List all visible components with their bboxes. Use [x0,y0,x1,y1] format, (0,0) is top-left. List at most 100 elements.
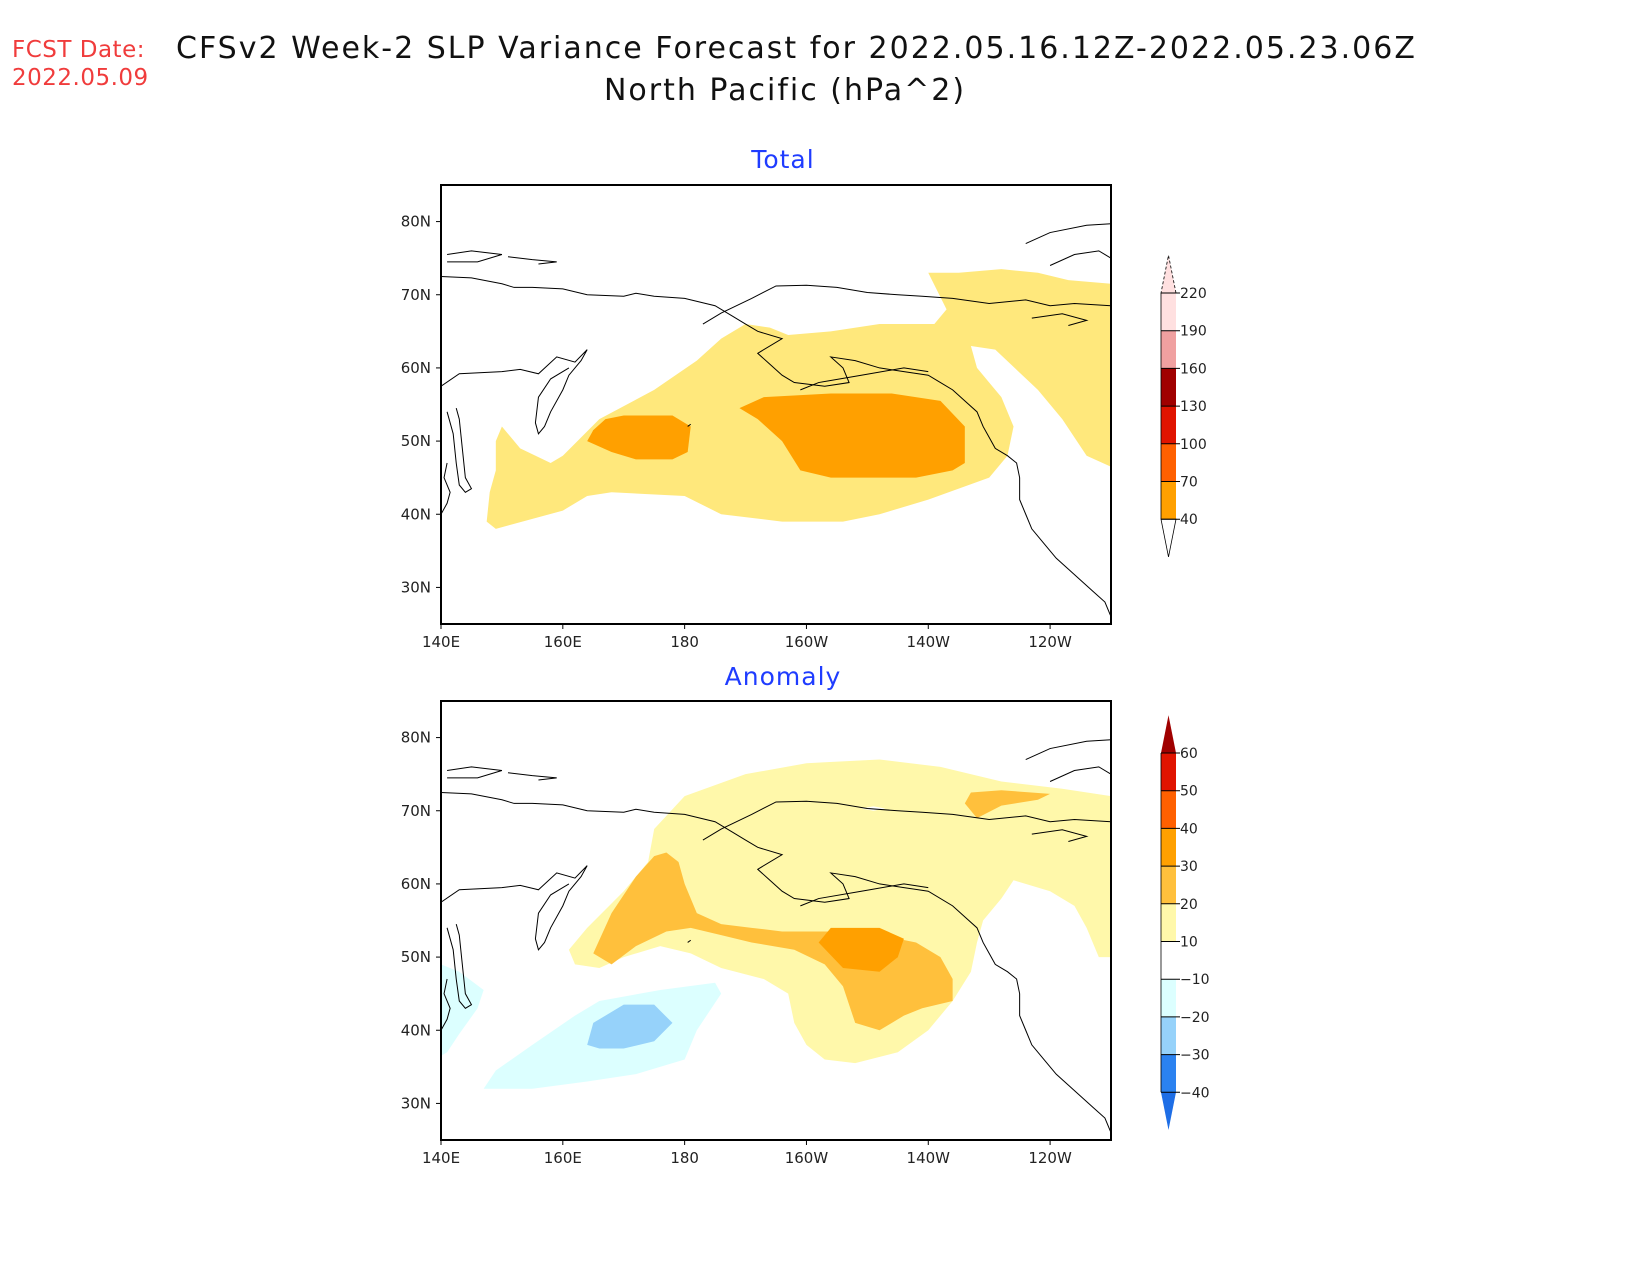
y-tick-label: 80N [401,213,431,231]
colorbar-label: 40 [1180,821,1198,837]
panel-anomaly: Anomaly 140E 160E 180 160W 140W 120W 30N 40N 50N… [401,662,1210,1167]
coastline [687,939,692,943]
y-tick-label: 50N [401,432,431,450]
x-tick-label: 140W [907,1149,951,1167]
colorbar-label: 40 [1180,512,1198,528]
main-subtitle: North Pacific (hPa^2) [603,73,967,108]
forecast-date-block: FCST Date: 2022.05.09 [12,36,149,92]
coastline [1049,766,1111,782]
colorbar-arrow-top [1160,255,1177,294]
x-tick-label: 140E [422,633,460,651]
coastline [441,462,451,515]
colorbar-swatch [1161,979,1176,1017]
colorbar-swatch [1161,1016,1176,1055]
plot-frame [440,700,1112,1141]
coastline [687,423,692,427]
y-tick-label: 80N [401,729,431,747]
colorbar-label: 220 [1180,286,1207,302]
colorbar-swatch [1161,790,1176,829]
colorbar-label: 20 [1180,897,1198,913]
colorbar-label: 190 [1180,324,1207,340]
forecast-date-value: 2022.05.09 [12,65,149,91]
colorbar-swatch [1161,828,1176,867]
colorbar: 40 70 100 130 160 190 220 [1160,255,1207,557]
y-tick-label: 30N [401,1094,431,1112]
contour-region-10-20 [568,759,1111,1064]
plot-frame [440,184,1112,625]
x-tick-label: 160E [544,633,582,651]
colorbar-swatch [1161,903,1176,942]
x-tick-label: 140W [907,633,951,651]
y-tick-label: 30N [401,578,431,596]
y-tick-label: 50N [401,948,431,966]
coastline [702,284,1111,325]
colorbar-arrow-top [1161,715,1176,753]
colorbar-swatch [1161,1054,1176,1093]
x-tick-label: 160W [785,633,829,651]
colorbar-swatch [1161,481,1176,520]
x-tick-label: 180 [670,1149,699,1167]
contour-region-70-100 [739,393,965,478]
coastline [446,924,473,1009]
coastline [441,275,1111,617]
coastline [1031,313,1089,326]
contour-layer [441,223,1111,617]
colorbar-swatch [1161,753,1176,791]
colorbar-label: 160 [1180,361,1207,377]
colorbar-swatch [1161,406,1176,444]
colorbar-label: −30 [1180,1048,1210,1064]
coastline [447,766,503,779]
coastline [800,883,929,907]
contour-region--20--30 [587,1004,673,1049]
colorbar-label: 10 [1180,935,1198,951]
colorbar-arrow-bottom [1160,518,1177,557]
coastline [800,367,929,391]
contour-region-20-30 [593,852,953,1031]
x-tick-label: 120W [1028,1149,1072,1167]
coastline [447,250,503,263]
x-tick-label: 120W [1028,633,1072,651]
colorbar-label: −10 [1180,972,1210,988]
coastline [1025,223,1111,244]
main-title: CFSv2 Week-2 SLP Variance Forecast for 2… [176,31,1417,66]
coastline [1049,250,1111,266]
coastline [441,865,588,951]
coastline [507,772,557,781]
colorbar-label: 50 [1180,784,1198,800]
panel-total: Total 140E 160E 180 160W 140W 120W 30N 40N 50N 60… [401,145,1207,651]
coastline [1025,739,1111,760]
colorbar-swatch [1161,293,1176,331]
y-tick-label: 60N [401,875,431,893]
colorbar-label: −20 [1180,1010,1210,1026]
y-tick-label: 40N [401,1021,431,1039]
coastline [507,256,557,265]
colorbar-label: 100 [1180,437,1207,453]
colorbar-label: −40 [1180,1085,1210,1101]
colorbar-swatch [1161,443,1176,482]
colorbar-swatch [1161,866,1176,904]
y-tick-label: 60N [401,359,431,377]
contour-region-70-100 [587,415,691,460]
forecast-date-label: FCST Date: [12,37,145,63]
y-tick-label: 70N [401,286,431,304]
panel-title-anomaly: Anomaly [725,662,842,691]
colorbar-arrow-bottom [1161,1092,1176,1130]
coastline [441,978,451,1031]
colorbar-label: 60 [1180,746,1198,762]
colorbar-label: 70 [1180,475,1198,491]
x-tick-label: 160W [785,1149,829,1167]
colorbar-label: 130 [1180,399,1207,415]
x-tick-label: 140E [422,1149,460,1167]
colorbar: −40 −30 −20 −10 10 20 30 40 50 60 [1160,715,1210,1130]
panel-title-total: Total [750,145,814,174]
colorbar-swatch [1161,941,1176,980]
coastline [446,408,473,493]
contour-region--10--20 [441,964,484,1056]
coastline [1031,829,1089,842]
y-tick-label: 70N [401,802,431,820]
x-tick-label: 160E [544,1149,582,1167]
colorbar-swatch [1161,330,1176,369]
coastline [441,349,588,435]
contour-region-20-30 [964,790,1051,819]
